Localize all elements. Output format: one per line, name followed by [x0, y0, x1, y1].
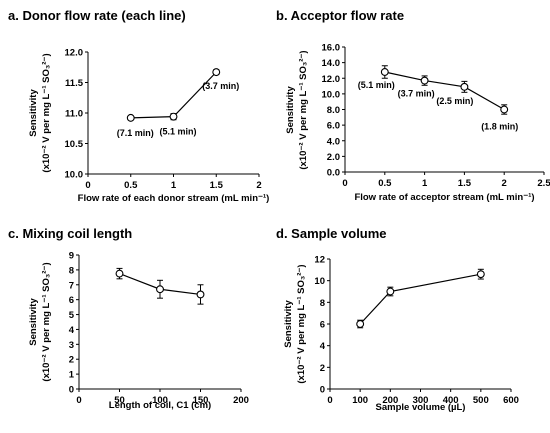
y-tick-label: 10 — [314, 276, 325, 287]
y-tick-label: 12.0 — [322, 74, 341, 85]
x-axis-label: Flow rate of each donor stream (mL min⁻¹… — [78, 193, 270, 204]
data-label: (5.1 min) — [358, 80, 395, 90]
data-point — [126, 113, 135, 122]
data-point — [380, 68, 389, 76]
y-tick-label: 7 — [69, 280, 74, 291]
y-tick-label: 16.0 — [322, 43, 341, 54]
y-tick-label: 4.0 — [327, 136, 340, 147]
x-tick-label: 200 — [382, 395, 398, 406]
x-tick-label: 200 — [233, 395, 249, 406]
data-point — [169, 112, 178, 121]
y-tick-label: 0 — [69, 385, 74, 396]
data-point — [196, 290, 205, 299]
y-tick-label: 12.0 — [65, 48, 84, 59]
y-tick-label: 12 — [314, 255, 325, 266]
x-tick-label: 400 — [443, 395, 459, 406]
chart-panel-2: b. Acceptor flow rate 0 0.5 1 1.5 2 2.5 0.0 2.0 4… — [276, 8, 550, 203]
y-axis-label: (x10⁻² V per mg L⁻¹ SO₃²⁻) — [41, 262, 52, 381]
data-label: (3.7 min) — [202, 81, 239, 91]
y-tick-label: 8.0 — [327, 105, 340, 116]
y-tick-label: 8 — [320, 298, 325, 309]
x-tick-label: 600 — [503, 395, 519, 406]
y-tick-label: 2 — [69, 355, 74, 366]
x-tick-label: 150 — [193, 395, 209, 406]
x-tick-label: 0 — [342, 178, 347, 189]
x-tick-label: 0 — [327, 395, 332, 406]
data-point — [115, 269, 124, 278]
x-tick-label: 300 — [413, 395, 429, 406]
x-tick-label: 1.5 — [458, 178, 472, 189]
y-tick-label: 2.0 — [327, 152, 340, 163]
y-tick-label: 6.0 — [327, 121, 340, 132]
y-axis-label: (x10⁻² V per mg L⁻¹ SO₃²⁻) — [296, 264, 307, 383]
data-label: (7.1 min) — [117, 128, 154, 138]
y-tick-label: 11.5 — [65, 78, 84, 89]
chart-title: a. Donor flow rate (each line) — [8, 8, 186, 23]
data-point — [356, 320, 365, 328]
series-line — [130, 71, 217, 119]
data-label: (1.8 min) — [481, 122, 518, 132]
x-tick-label: 2 — [502, 178, 507, 189]
y-tick-label: 10.0 — [65, 170, 84, 181]
x-axis-label: Flow rate of acceptor stream (mL min⁻¹) — [354, 192, 534, 203]
x-tick-label: 0 — [76, 395, 81, 406]
chart-panel-3: c. Mixing coil length 0 50 100 150 200 0 1 2 3 4 5 6… — [8, 226, 249, 411]
chart-panel-4: d. Sample volume 0 100 200 300 400 500 600 0 2 4 6 8… — [276, 226, 519, 413]
chart-title: c. Mixing coil length — [8, 226, 132, 241]
data-point — [476, 270, 485, 279]
x-axis-label: Sample volume (µL) — [376, 402, 466, 413]
y-axis-label: Sensitivity — [283, 300, 294, 348]
y-axis-label: (x10⁻² V per mg L⁻¹ SO₃²⁻) — [298, 50, 309, 169]
y-tick-label: 14.0 — [322, 58, 341, 69]
y-tick-label: 8 — [69, 265, 74, 276]
y-tick-label: 1 — [69, 370, 75, 381]
x-tick-label: 100 — [352, 395, 368, 406]
y-axis-label: (x10⁻² V per mg L⁻¹ SO₃²⁻) — [41, 53, 52, 172]
y-tick-label: 11.0 — [65, 109, 83, 120]
data-label: (5.1 min) — [160, 127, 197, 137]
y-tick-label: 2 — [320, 363, 325, 374]
x-tick-label: 2.5 — [537, 178, 550, 189]
y-tick-label: 6 — [69, 295, 74, 306]
x-tick-label: 2 — [256, 180, 261, 191]
y-tick-label: 4 — [69, 325, 75, 336]
y-tick-label: 0.0 — [327, 168, 340, 179]
y-axis-label: Sensitivity — [28, 89, 39, 137]
series-line — [359, 273, 481, 325]
x-tick-label: 1 — [422, 178, 428, 189]
y-tick-label: 10.5 — [65, 139, 84, 150]
y-tick-label: 0 — [320, 385, 325, 396]
y-tick-label: 10.0 — [322, 89, 341, 100]
data-point — [156, 285, 164, 294]
x-tick-label: 1.5 — [210, 180, 224, 191]
x-tick-label: 1 — [171, 180, 177, 191]
y-tick-label: 6 — [320, 320, 325, 331]
chart-panel-1: a. Donor flow rate (each line)0 0.5 1 1.5 21… — [8, 8, 269, 204]
x-tick-label: 50 — [114, 395, 125, 406]
x-tick-label: 500 — [473, 395, 489, 406]
x-tick-label: 0.5 — [124, 180, 138, 191]
data-point — [420, 76, 429, 85]
data-point — [212, 68, 221, 77]
data-label: (3.7 min) — [398, 89, 435, 99]
data-point — [500, 105, 509, 114]
x-tick-label: 0.5 — [378, 178, 392, 189]
y-tick-label: 9 — [69, 251, 74, 262]
data-point — [386, 287, 395, 296]
x-axis-label: Length of coil, C1 (cm) — [109, 400, 211, 411]
x-tick-label: 0 — [85, 180, 90, 191]
y-tick-label: 4 — [320, 341, 326, 352]
chart-title: d. Sample volume — [276, 226, 387, 241]
x-tick-label: 100 — [152, 395, 168, 406]
y-axis-label: Sensitivity — [28, 298, 39, 346]
data-label: (2.5 min) — [436, 96, 473, 106]
series-line — [384, 71, 505, 111]
chart-title: b. Acceptor flow rate — [276, 8, 404, 23]
y-tick-label: 3 — [69, 340, 74, 351]
data-point — [460, 82, 469, 91]
y-axis-label: Sensitivity — [285, 86, 296, 134]
y-tick-label: 5 — [69, 310, 75, 321]
